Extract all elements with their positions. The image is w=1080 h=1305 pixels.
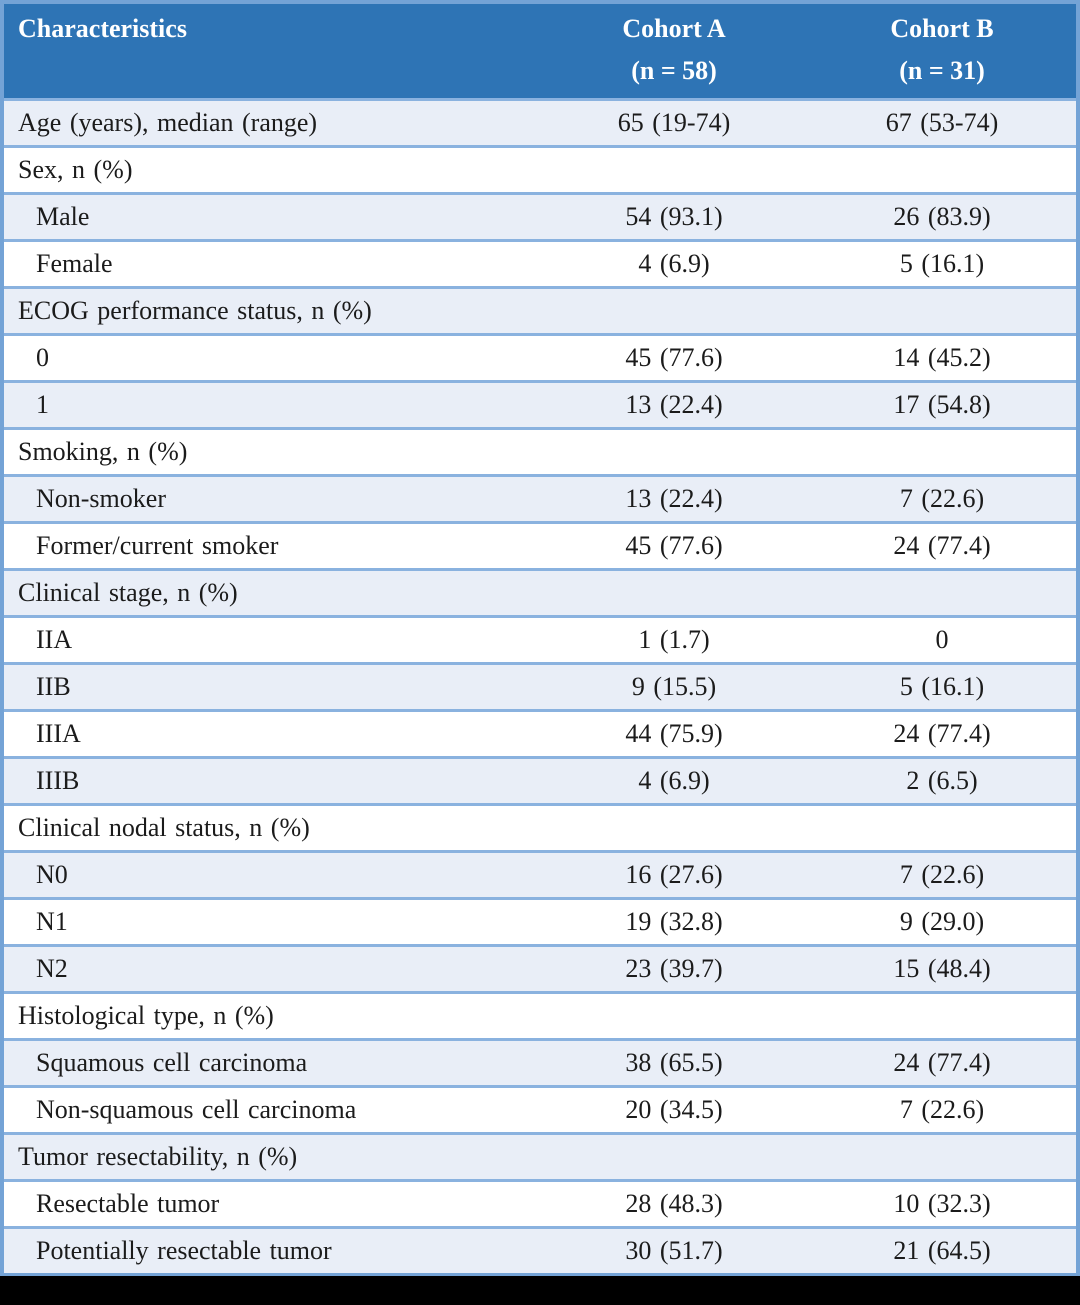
cohort-b-n: (n = 31) <box>899 56 985 85</box>
cohort-b-value: 21 (64.5) <box>893 1236 991 1265</box>
table-body: Age (years), median (range) 65 (19-74) 67 … <box>4 98 1076 1273</box>
cohort-a-value: 9 (15.5) <box>631 672 717 701</box>
table-row: Smoking, n (%) <box>4 427 1076 474</box>
cohort-b-value: 67 (53-74) <box>885 108 999 137</box>
cohort-a-value: 13 (22.4) <box>625 390 723 419</box>
table-row: IIB 9 (15.5) 5 (16.1) <box>4 662 1076 709</box>
cohort-a-value: 45 (77.6) <box>625 531 723 560</box>
cohort-a-value: 30 (51.7) <box>625 1236 723 1265</box>
row-label: 0 <box>36 343 49 372</box>
cohort-b-value: 7 (22.6) <box>899 484 985 513</box>
table-row: Squamous cell carcinoma 38 (65.5) 24 (77.4… <box>4 1038 1076 1085</box>
table-row: Potentially resectable tumor 30 (51.7) 21 … <box>4 1226 1076 1273</box>
cohort-b-value: 5 (16.1) <box>899 249 985 278</box>
cohort-b-value: 24 (77.4) <box>893 719 991 748</box>
cohort-b-value: 5 (16.1) <box>899 672 985 701</box>
cohort-b-value: 10 (32.3) <box>893 1189 991 1218</box>
table-row: Clinical stage, n (%) <box>4 568 1076 615</box>
cohort-a-value: 38 (65.5) <box>625 1048 723 1077</box>
cohort-a-value: 13 (22.4) <box>625 484 723 513</box>
header-cell-characteristics: Characteristics <box>4 8 540 92</box>
cohort-b-name: Cohort B <box>890 14 994 43</box>
row-label: Resectable tumor <box>36 1189 220 1218</box>
cohort-a-value: 4 (6.9) <box>638 766 710 795</box>
header-cell-cohort-a: Cohort A (n = 58) <box>540 8 808 92</box>
row-label: ECOG performance status, n (%) <box>18 296 372 325</box>
table-row: Histological type, n (%) <box>4 991 1076 1038</box>
table-row: IIIB 4 (6.9) 2 (6.5) <box>4 756 1076 803</box>
table-row: IIA 1 (1.7) 0 <box>4 615 1076 662</box>
cohort-b-value: 24 (77.4) <box>893 1048 991 1077</box>
row-label: N0 <box>36 860 68 889</box>
cohort-a-value: 4 (6.9) <box>638 249 710 278</box>
row-label: N2 <box>36 954 68 983</box>
cohort-a-value: 65 (19-74) <box>617 108 731 137</box>
table-row: Clinical nodal status, n (%) <box>4 803 1076 850</box>
table-row: Sex, n (%) <box>4 145 1076 192</box>
table-row: N1 19 (32.8) 9 (29.0) <box>4 897 1076 944</box>
table-header-row: Characteristics Cohort A (n = 58) Cohort… <box>4 4 1076 98</box>
table-row: ECOG performance status, n (%) <box>4 286 1076 333</box>
row-label: Former/current smoker <box>36 531 279 560</box>
table-row: IIIA 44 (75.9) 24 (77.4) <box>4 709 1076 756</box>
row-label: Squamous cell carcinoma <box>36 1048 308 1077</box>
cohort-a-value: 23 (39.7) <box>625 954 723 983</box>
row-label: IIB <box>36 672 71 701</box>
header-cell-cohort-b: Cohort B (n = 31) <box>808 8 1076 92</box>
table-row: 1 13 (22.4) 17 (54.8) <box>4 380 1076 427</box>
table-row: N0 16 (27.6) 7 (22.6) <box>4 850 1076 897</box>
table-row: N2 23 (39.7) 15 (48.4) <box>4 944 1076 991</box>
row-label: Male <box>36 202 90 231</box>
row-label: Clinical nodal status, n (%) <box>18 813 310 842</box>
row-label: Female <box>36 249 113 278</box>
row-label: 1 <box>36 390 49 419</box>
cohort-b-value: 24 (77.4) <box>893 531 991 560</box>
cohort-b-value: 26 (83.9) <box>893 202 991 231</box>
characteristics-table: Characteristics Cohort A (n = 58) Cohort… <box>0 0 1080 1276</box>
cohort-a-value: 19 (32.8) <box>625 907 723 936</box>
row-label: Histological type, n (%) <box>18 1001 274 1030</box>
cohort-b-value: 2 (6.5) <box>906 766 978 795</box>
table-row: Male 54 (93.1) 26 (83.9) <box>4 192 1076 239</box>
cohort-a-value: 54 (93.1) <box>625 202 723 231</box>
cohort-a-value: 28 (48.3) <box>625 1189 723 1218</box>
table-row: 0 45 (77.6) 14 (45.2) <box>4 333 1076 380</box>
table-row: Female 4 (6.9) 5 (16.1) <box>4 239 1076 286</box>
row-label: IIIB <box>36 766 80 795</box>
row-label: IIIA <box>36 719 81 748</box>
header-characteristics-label: Characteristics <box>18 14 187 43</box>
row-label: Potentially resectable tumor <box>36 1236 332 1265</box>
table-row: Non-smoker 13 (22.4) 7 (22.6) <box>4 474 1076 521</box>
header-characteristics-spacer <box>4 50 540 92</box>
row-label: Smoking, n (%) <box>18 437 188 466</box>
table-row: Tumor resectability, n (%) <box>4 1132 1076 1179</box>
cohort-b-value: 7 (22.6) <box>899 860 985 889</box>
cohort-b-value: 15 (48.4) <box>893 954 991 983</box>
row-label: N1 <box>36 907 68 936</box>
row-label: Non-smoker <box>36 484 166 513</box>
row-label: Non-squamous cell carcinoma <box>36 1095 357 1124</box>
cohort-a-value: 45 (77.6) <box>625 343 723 372</box>
cohort-a-value: 1 (1.7) <box>638 625 710 654</box>
row-label: Sex, n (%) <box>18 155 133 184</box>
row-label: IIA <box>36 625 73 654</box>
table-row: Non-squamous cell carcinoma 20 (34.5) 7 (2… <box>4 1085 1076 1132</box>
cohort-b-value: 0 <box>935 625 949 654</box>
cohort-b-value: 17 (54.8) <box>893 390 991 419</box>
cohort-a-value: 20 (34.5) <box>625 1095 723 1124</box>
cohort-a-n: (n = 58) <box>631 56 717 85</box>
cohort-a-value: 44 (75.9) <box>625 719 723 748</box>
cohort-a-name: Cohort A <box>622 14 726 43</box>
cohort-b-value: 7 (22.6) <box>899 1095 985 1124</box>
table-row: Resectable tumor 28 (48.3) 10 (32.3) <box>4 1179 1076 1226</box>
row-label: Clinical stage, n (%) <box>18 578 238 607</box>
row-label: Age (years), median (range) <box>18 108 318 137</box>
cohort-b-value: 9 (29.0) <box>899 907 985 936</box>
cohort-a-value: 16 (27.6) <box>625 860 723 889</box>
table-row: Former/current smoker 45 (77.6) 24 (77.4) <box>4 521 1076 568</box>
table-row: Age (years), median (range) 65 (19-74) 67 … <box>4 98 1076 145</box>
row-label: Tumor resectability, n (%) <box>18 1142 298 1171</box>
cohort-b-value: 14 (45.2) <box>893 343 991 372</box>
